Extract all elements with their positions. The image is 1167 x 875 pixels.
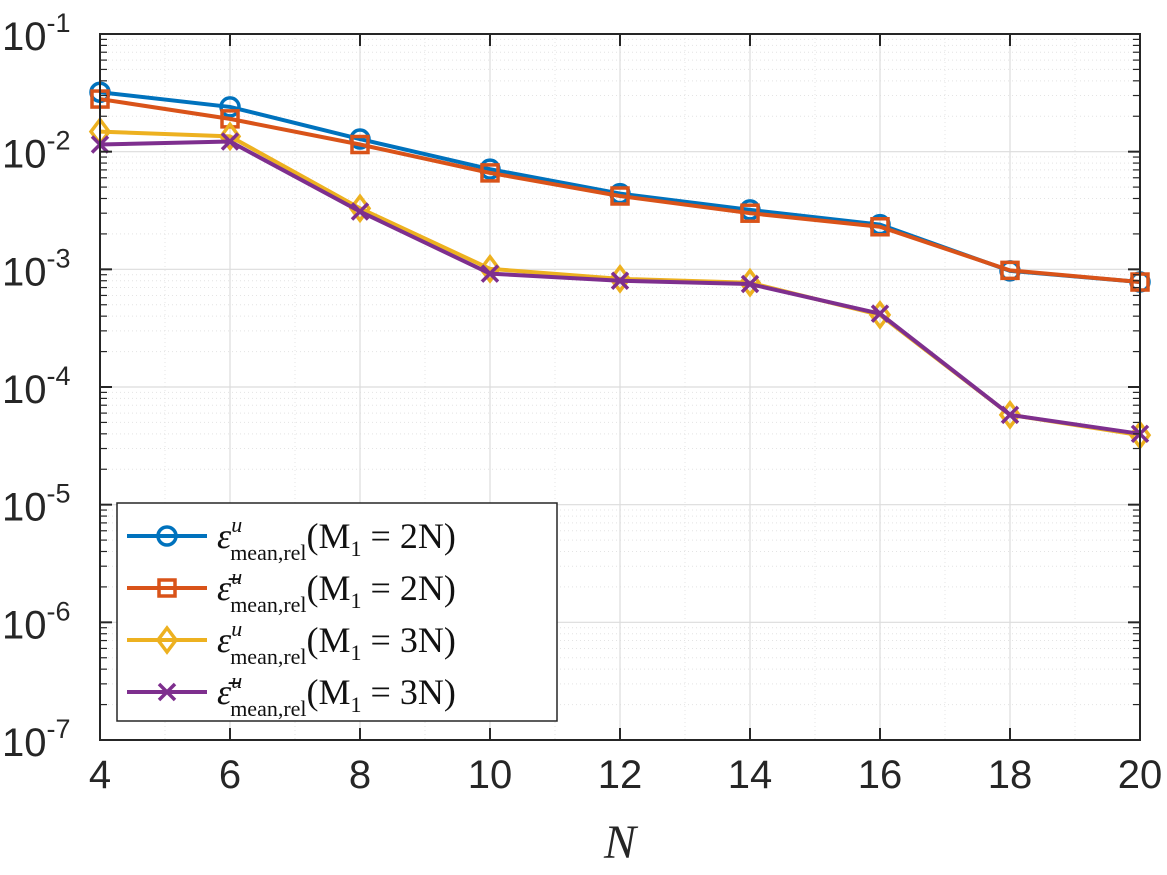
legend-label-args: (M (307, 672, 351, 712)
legend-item: ε̄u mean,rel(M1 = 2N) (127, 564, 456, 617)
legend-label-argsub: 1 (351, 640, 362, 665)
data-point-square (740, 203, 760, 223)
x-tick-labels: 4 6 8 10 12 14 16 18 20 (89, 753, 1162, 797)
legend-label-argsub: 1 (351, 588, 362, 613)
legend-label-sup: u (231, 668, 242, 693)
legend-label-sup: u (231, 564, 242, 589)
ticks-layer (99, 33, 1141, 741)
legend-item: εu mean,rel(M1 = 3N) (127, 616, 456, 669)
y-tick-label: 10-1 (2, 8, 71, 59)
legend-label-sub: mean,rel (230, 644, 306, 669)
series-line (99, 97, 1141, 285)
y-tick-label: 10-6 (2, 596, 71, 647)
y-tick-base: 10 (2, 603, 47, 647)
legend-label-sub: mean,rel (230, 540, 306, 565)
series-2 (90, 89, 1150, 292)
y-tick-exponent: -1 (47, 8, 71, 38)
y-tick-label: 10-5 (2, 479, 71, 530)
legend-label: εu mean,rel(M1 = 3N) (217, 616, 456, 669)
legend-label-sub: mean,rel (230, 592, 306, 617)
legend-item: εu mean,rel(M1 = 2N) (127, 512, 456, 565)
y-tick-base: 10 (2, 486, 47, 530)
y-tick-base: 10 (2, 133, 47, 177)
legend-label: ε̄u mean,rel(M1 = 3N) (217, 668, 456, 721)
legend-label-symbol: ε (217, 516, 232, 556)
data-point-x (480, 264, 500, 283)
data-point-x (220, 132, 240, 151)
data-point-square (350, 134, 370, 155)
data-point-x (740, 274, 760, 294)
y-tick-label: 10-4 (2, 361, 71, 412)
legend-marker-square (157, 578, 177, 598)
y-tick-label: 10-2 (2, 126, 71, 177)
x-tick-label: 8 (349, 753, 371, 797)
legend-label: εu mean,rel(M1 = 2N) (217, 512, 456, 565)
data-point-diamond (218, 121, 242, 152)
y-tick-exponent: -3 (47, 243, 71, 273)
legend-marker-circle (156, 525, 178, 547)
legend-marker-x (157, 682, 177, 702)
y-tick-label: 10-3 (2, 243, 71, 294)
legend-label-symbol: ε (217, 620, 232, 660)
legend-label: ε̄u mean,rel(M1 = 2N) (217, 564, 456, 617)
x-tick-label: 20 (1118, 753, 1163, 797)
data-point-circle (219, 96, 241, 118)
legend-label-argrest: = 3N) (362, 620, 456, 660)
y-tick-exponent: -4 (47, 361, 71, 391)
data-point-square (610, 186, 630, 206)
y-tick-base: 10 (2, 250, 47, 294)
legend-label-args: (M (307, 620, 351, 660)
legend-label-argrest: = 3N) (362, 672, 456, 712)
data-point-diamond (478, 253, 502, 284)
legend-label-argsub: 1 (351, 692, 362, 717)
y-tick-exponent: -5 (47, 479, 71, 509)
legend-box (116, 502, 558, 722)
x-tick-label: 4 (89, 753, 111, 797)
data-point-x (610, 271, 630, 290)
x-axis-label: N (603, 816, 639, 869)
series-layer (88, 81, 1152, 451)
y-tick-base: 10 (2, 15, 47, 59)
data-point-x (1000, 405, 1020, 425)
legend-label-argrest: = 2N) (362, 516, 456, 556)
x-tick-label: 14 (728, 753, 773, 797)
x-tick-label: 18 (988, 753, 1033, 797)
y-tick-label: 10-7 (2, 714, 71, 765)
legend-label-argrest: = 2N) (362, 568, 456, 608)
legend-label-sup: u (231, 512, 242, 537)
legend-label-args: (M (307, 568, 351, 608)
legend-label-sub: mean,rel (230, 696, 306, 721)
x-tick-label: 16 (858, 753, 903, 797)
y-tick-base: 10 (2, 721, 47, 765)
data-point-square (1000, 260, 1020, 281)
y-tick-exponent: -2 (47, 126, 71, 156)
data-point-square (480, 163, 500, 183)
data-point-x (870, 304, 890, 323)
y-tick-base: 10 (2, 368, 47, 412)
legend-label-argsub: 1 (351, 536, 362, 561)
y-tick-exponent: -6 (47, 596, 71, 626)
legend-label-sup: u (231, 616, 242, 641)
legend-label-args: (M (307, 516, 351, 556)
x-tick-label: 10 (468, 753, 513, 797)
legend-item: ε̄u mean,rel(M1 = 3N) (127, 668, 456, 721)
x-tick-label: 6 (219, 753, 241, 797)
y-tick-labels: 10-710-610-510-410-310-210-1 (2, 8, 71, 765)
data-point-x (350, 202, 370, 221)
legend-marker-diamond (155, 625, 179, 655)
legend: εu mean,rel(M1 = 2N)ε̄u mean,rel(M1 = 2N)ε… (116, 502, 558, 722)
x-tick-label: 12 (598, 753, 643, 797)
y-tick-exponent: -7 (47, 714, 71, 744)
data-point-square (870, 217, 890, 237)
